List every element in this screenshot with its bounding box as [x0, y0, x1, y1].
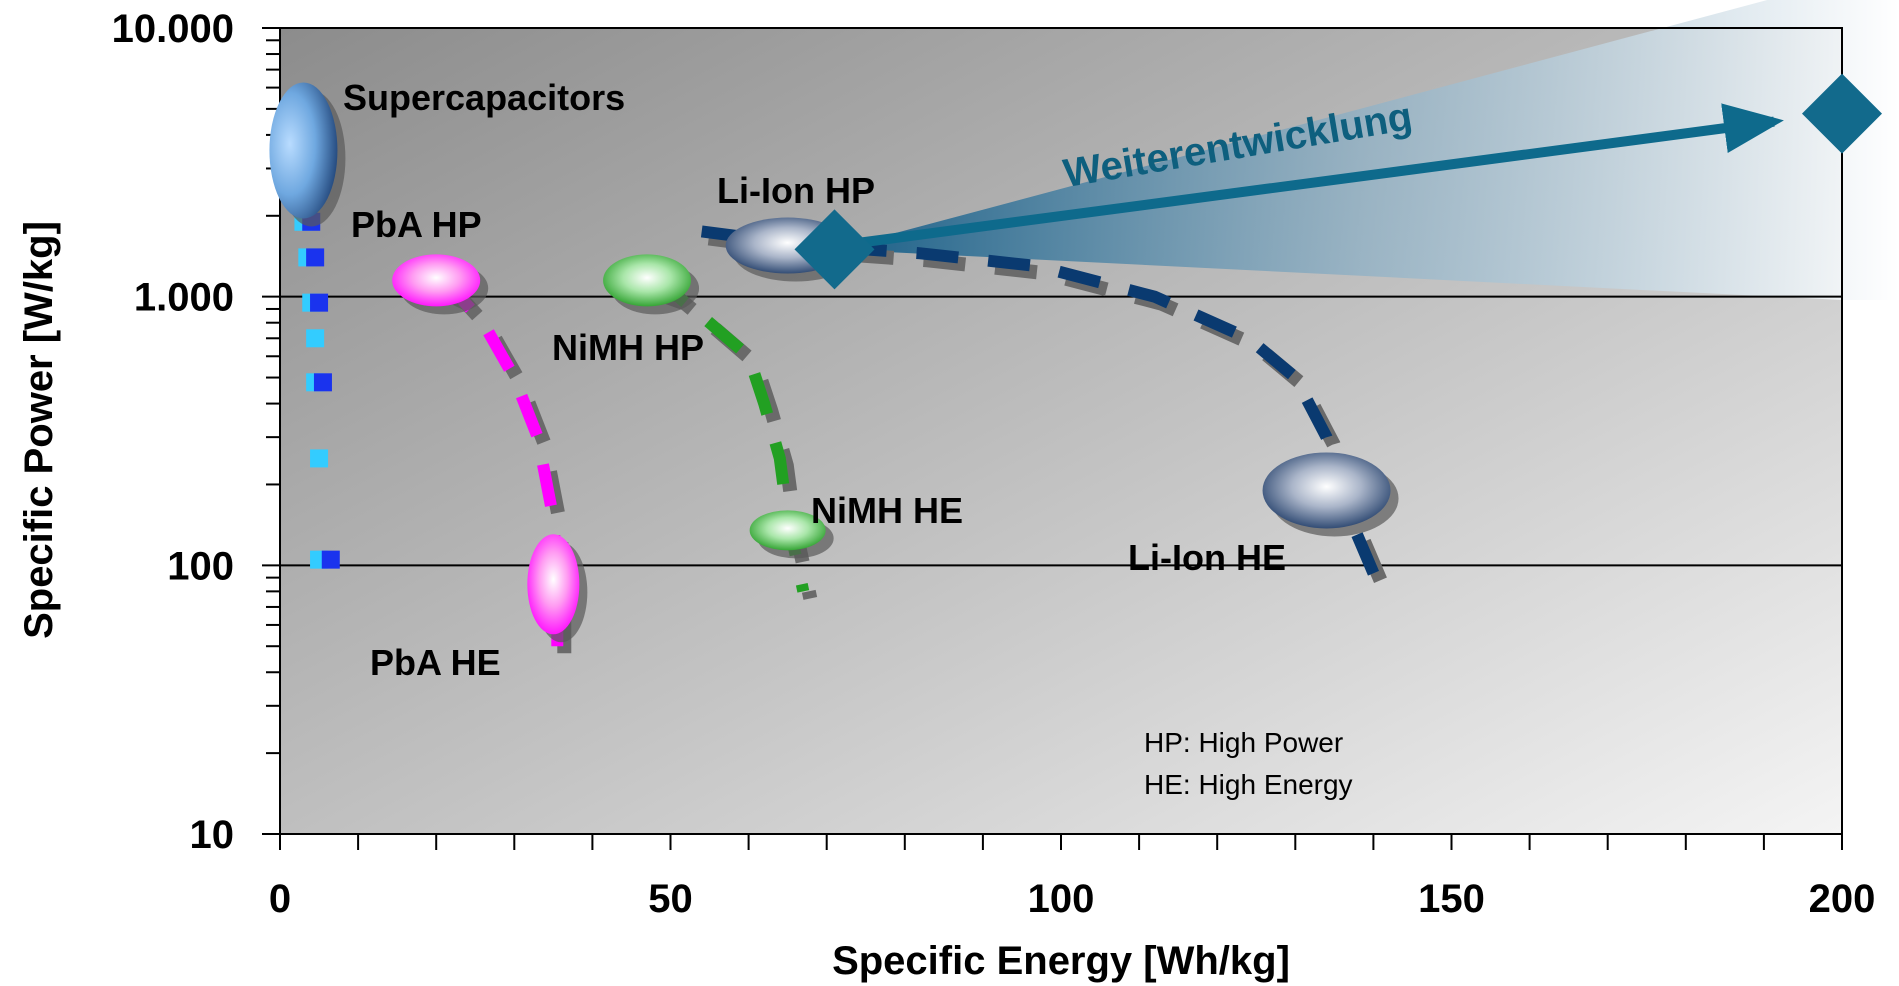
diamond-li-ion-hp — [794, 209, 875, 290]
y-axis-title: Specific Power [W/kg] — [17, 221, 61, 639]
label-li-ion-he: Li-Ion HE — [1128, 537, 1286, 578]
curve-point-supercapacitors — [321, 550, 340, 569]
curve-point-supercapacitors — [310, 449, 329, 468]
y-tick-label-3: 10.000 — [112, 7, 234, 51]
label-pba-he: PbA HE — [370, 642, 501, 683]
label-nimh-he: NiMH HE — [811, 490, 963, 531]
development-fan — [834, 0, 1899, 300]
diamond-target — [1802, 73, 1882, 154]
y-tick-label-0: 10 — [190, 813, 235, 857]
x-tick-label-1: 50 — [648, 877, 693, 921]
target-arrow — [794, 73, 1882, 290]
note-he: HE: High Energy — [1144, 769, 1353, 800]
region-pba-he — [527, 534, 580, 635]
label-supercapacitors: Supercapacitors — [343, 77, 625, 118]
y-tick-label-1: 100 — [167, 544, 234, 588]
region-nimh-he — [749, 510, 826, 551]
x-tick-label-0: 0 — [269, 877, 291, 921]
region-li-ion-he — [1262, 452, 1391, 529]
arrow-weiterentwicklung — [853, 103, 1784, 249]
region-pba-hp — [392, 254, 481, 307]
label-pba-hp: PbA HP — [351, 204, 482, 245]
label-li-ion-hp: Li-Ion HP — [717, 170, 875, 211]
label-nimh-hp: NiMH HP — [552, 327, 704, 368]
x-tick-label-4: 200 — [1809, 877, 1876, 921]
x-tick-label-3: 150 — [1418, 877, 1485, 921]
region-nimh-hp — [603, 254, 692, 307]
x-tick-label-2: 100 — [1028, 877, 1095, 921]
curve-point-supercapacitors — [306, 248, 325, 267]
axes: 10 100 1.000 10.000 0 50 100 150 200 — [112, 7, 1876, 921]
y-tick-label-2: 1.000 — [134, 276, 234, 320]
region-supercapacitors — [269, 82, 338, 219]
curve-point-supercapacitors — [313, 373, 332, 392]
curve-point-supercapacitors — [310, 293, 329, 312]
note-hp: HP: High Power — [1144, 727, 1343, 758]
curve-point-supercapacitors — [306, 329, 325, 348]
development-fan-area — [834, 0, 1899, 300]
x-axis-title: Specific Energy [Wh/kg] — [832, 939, 1290, 983]
